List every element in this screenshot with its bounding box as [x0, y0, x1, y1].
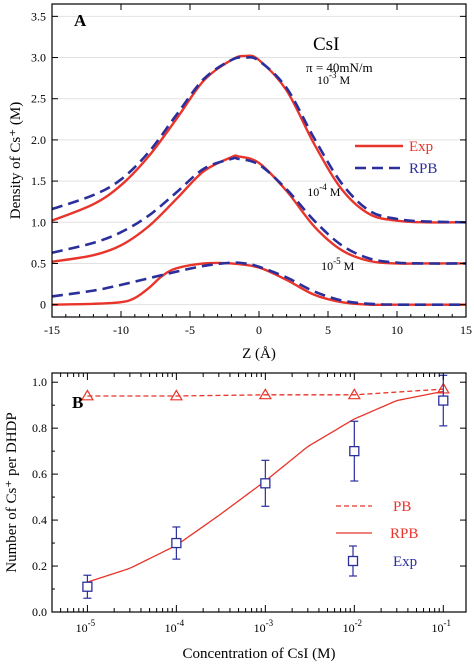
legend-rpb-label: RPB: [409, 161, 437, 177]
panel-b-x-tick-label: 10-3: [254, 618, 274, 635]
panel-a-x-tick-label: -10: [113, 323, 129, 337]
legend-exp-marker: [347, 545, 359, 577]
tick-label-base: 10: [76, 621, 88, 635]
panel-a-y-tick-label: 1.0: [31, 215, 46, 229]
curve-label-unit: M: [336, 73, 350, 87]
panel-b-x-axis-label: Concentration of CsI (M): [183, 646, 336, 662]
exp-square-marker: [171, 537, 182, 549]
panel-a-x-tick-label: 15: [460, 323, 472, 337]
panel-b-legend: PB RPB Exp: [336, 499, 418, 577]
legend-exp-label: Exp: [393, 554, 417, 570]
tick-label-base: 10: [432, 621, 444, 635]
curve-label-base: 10: [317, 73, 329, 87]
pb-series-line: [87, 388, 444, 397]
panel-a-y-axis-label: Density of Cs⁺ (M): [8, 102, 24, 220]
pressure-annotation: π = 40mN/m: [306, 60, 373, 75]
curve-label-base: 10: [307, 185, 319, 199]
panel-a-x-tick-label: 10: [391, 323, 403, 337]
panel-a-y-tick-label: 2.5: [31, 92, 46, 106]
pb-triangle-marker: [347, 388, 361, 400]
tick-label-exponent: -1: [444, 618, 452, 628]
panel-a-y-tick-label: 3.0: [31, 51, 46, 65]
exp-series-line: [51, 54, 467, 224]
legend-pb-label: PB: [393, 499, 411, 515]
salt-annotation: CsI: [313, 34, 339, 55]
curve-label-exponent: -3: [329, 70, 337, 80]
rpb-series-line: [51, 56, 467, 224]
panel-b-y-axis-label: Number of Cs⁺ per DHDP: [4, 412, 20, 572]
panel-a-x-tick-label: 5: [325, 323, 331, 337]
panel-a-x-tick-label: -15: [44, 323, 60, 337]
curve-label-unit: M: [327, 185, 341, 199]
exp-series-line: [51, 154, 466, 265]
tick-label-base: 10: [254, 621, 266, 635]
panel-b-x-tick-label: 10-4: [165, 618, 185, 635]
tick-label-base: 10: [165, 621, 177, 635]
pb-triangle-marker: [169, 389, 183, 401]
tick-label-exponent: -5: [88, 618, 96, 628]
panel-b-x-tick-label: 10-2: [343, 618, 363, 635]
tick-label-exponent: -2: [355, 618, 363, 628]
curve-label-exponent: -4: [319, 182, 327, 192]
panel-b-y-tick-label: 1.0: [32, 375, 47, 389]
rpb-series-line: [51, 156, 467, 265]
panel-b-x-tick-label: 10-1: [432, 618, 452, 635]
exp-series-line: [51, 261, 466, 307]
panel-a-y-tick-label: 0: [40, 298, 46, 312]
curve-concentration-label: 10-4 M: [307, 182, 341, 199]
curve-label-unit: M: [341, 259, 355, 273]
panel-a-y-tick-label: 2.0: [31, 133, 46, 147]
curve-label-exponent: -5: [333, 256, 341, 266]
pb-triangle-marker: [80, 389, 94, 401]
panel-b-y-tick-label: 0.2: [32, 559, 47, 573]
panel-a-letter: A: [74, 11, 87, 30]
panel-a: -15 -10 -5 0 5 10 15 0 0.5 1.0 1.5 2.0 2.5 3.0 3.5 A C…: [8, 3, 472, 362]
panel-a-frame: [51, 3, 467, 318]
panel-b-y-tick-label: 0.8: [32, 421, 47, 435]
pb-triangle-marker: [258, 388, 272, 400]
panel-a-x-tick-label: -5: [185, 323, 195, 337]
tick-label-exponent: -3: [266, 618, 274, 628]
tick-label-exponent: -4: [177, 618, 185, 628]
panel-a-x-axis-label: Z (Å): [242, 346, 276, 362]
exp-square-marker: [260, 478, 271, 489]
curve-concentration-label: 10-3 M: [317, 70, 351, 87]
panel-b-x-tick-label: 10-5: [76, 618, 96, 635]
exp-square-marker: [82, 581, 93, 592]
panel-a-y-tick-label: 0.5: [31, 256, 46, 270]
panel-b-y-tick-label: 0.0: [32, 605, 47, 619]
panel-a-y-tick-label: 3.5: [31, 9, 46, 23]
panel-b-letter: B: [72, 393, 83, 412]
panel-a-x-tick-label: 0: [256, 323, 262, 337]
curve-label-base: 10: [321, 259, 333, 273]
panel-b-y-tick-label: 0.4: [32, 513, 47, 527]
panel-a-y-tick-label: 1.5: [31, 174, 46, 188]
exp-square-marker: [438, 395, 449, 406]
legend-exp-label: Exp: [409, 139, 433, 155]
legend-rpb-label: RPB: [390, 526, 418, 542]
panel-b-frame: [51, 372, 467, 613]
legend-exp-square: [347, 555, 359, 567]
tick-label-base: 10: [343, 621, 355, 635]
curve-concentration-label: 10-5 M: [321, 256, 355, 273]
rpb-series-line: [51, 261, 466, 307]
panel-a-legend: Exp RPB: [355, 139, 437, 177]
exp-square-marker: [349, 445, 360, 457]
panel-b: 10-5 10-4 10-3 10-2 10-10.00.20.40.60.81.0 B…: [4, 372, 467, 662]
panel-b-y-tick-label: 0.6: [32, 467, 47, 481]
